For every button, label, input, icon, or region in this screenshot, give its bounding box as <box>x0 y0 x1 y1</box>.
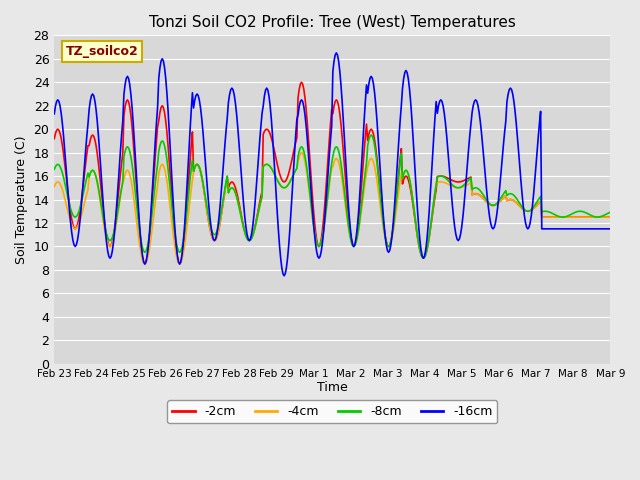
Title: Tonzi Soil CO2 Profile: Tree (West) Temperatures: Tonzi Soil CO2 Profile: Tree (West) Temp… <box>149 15 516 30</box>
Legend: -2cm, -4cm, -8cm, -16cm: -2cm, -4cm, -8cm, -16cm <box>167 400 497 423</box>
Y-axis label: Soil Temperature (C): Soil Temperature (C) <box>15 135 28 264</box>
Text: TZ_soilco2: TZ_soilco2 <box>65 45 138 58</box>
X-axis label: Time: Time <box>317 382 348 395</box>
